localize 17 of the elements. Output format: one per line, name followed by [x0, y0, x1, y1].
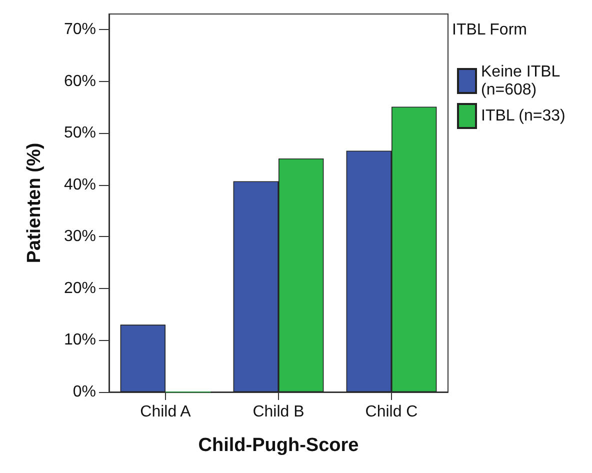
y-tick-label: 50% [64, 124, 96, 142]
y-tick-label: 0% [72, 384, 96, 400]
legend-title: ITBL Form [452, 22, 527, 38]
y-tick-label: 60% [64, 72, 96, 90]
x-tick-label: Child B [252, 404, 304, 420]
y-tick-label: 40% [64, 176, 96, 194]
bar [120, 324, 166, 392]
x-tick-label: Child C [365, 404, 418, 420]
legend-label: ITBL (n=33) [481, 108, 566, 124]
legend-label: Keine ITBL (n=608) [481, 64, 560, 98]
x-tick-label: Child A [140, 404, 192, 420]
y-tick-label: 10% [64, 332, 96, 349]
x-axis-title: Child-Pugh-Score [198, 435, 359, 456]
y-tick-label: 70% [64, 21, 96, 38]
y-tick-label: 20% [64, 280, 96, 297]
y-tick-label: 30% [64, 228, 96, 246]
y-axis-title: Patienten (%) [24, 142, 45, 264]
